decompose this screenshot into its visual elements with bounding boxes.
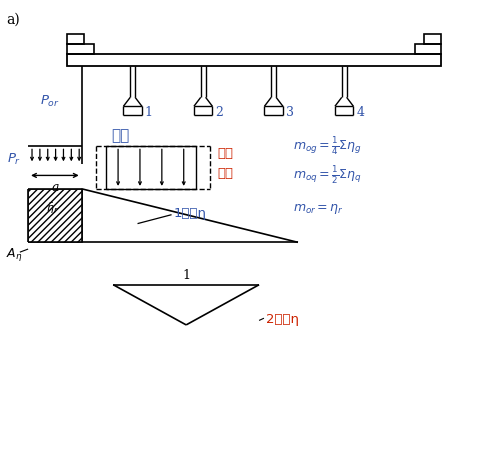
Text: a: a bbox=[51, 181, 59, 194]
Text: $P_r$: $P_r$ bbox=[7, 152, 21, 167]
Bar bbox=[67, 44, 94, 54]
Bar bbox=[424, 35, 441, 44]
Bar bbox=[67, 54, 441, 66]
Text: 汽车: 汽车 bbox=[217, 167, 233, 180]
Text: $P_{or}$: $P_{or}$ bbox=[40, 94, 60, 110]
Text: 1号梁η: 1号梁η bbox=[174, 207, 206, 220]
Text: 3: 3 bbox=[285, 106, 293, 119]
Text: 挂车: 挂车 bbox=[217, 148, 233, 160]
Text: 4: 4 bbox=[356, 106, 364, 119]
Text: a): a) bbox=[6, 13, 20, 26]
Text: 2: 2 bbox=[215, 106, 223, 119]
Text: 人群: 人群 bbox=[111, 129, 129, 144]
Text: $m_{or}{=}\eta_r$: $m_{or}{=}\eta_r$ bbox=[292, 202, 343, 216]
Bar bbox=[67, 35, 84, 44]
Polygon shape bbox=[28, 189, 81, 242]
Text: $A_\eta$: $A_\eta$ bbox=[6, 247, 22, 264]
Text: 2号梁η: 2号梁η bbox=[266, 313, 299, 326]
Text: 1: 1 bbox=[144, 106, 153, 119]
Text: $m_{oq}{=}\frac{1}{2}{\Sigma}\eta_q$: $m_{oq}{=}\frac{1}{2}{\Sigma}\eta_q$ bbox=[292, 164, 361, 186]
Bar bbox=[414, 44, 441, 54]
Text: $\bar{\eta}_r$: $\bar{\eta}_r$ bbox=[46, 202, 59, 216]
Text: 1: 1 bbox=[182, 269, 190, 282]
Text: $m_{og}{=}\frac{1}{4}{\Sigma}\eta_g$: $m_{og}{=}\frac{1}{4}{\Sigma}\eta_g$ bbox=[292, 136, 361, 157]
